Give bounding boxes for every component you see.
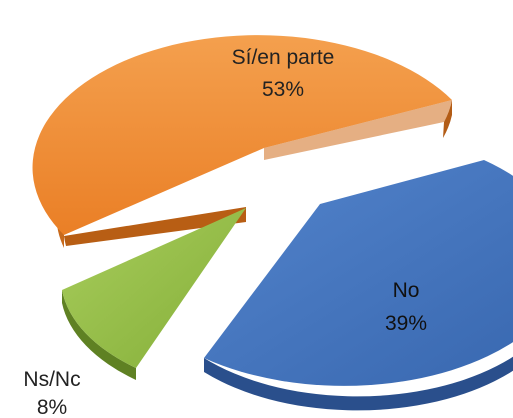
slice-si-en-parte-top-shade	[264, 100, 452, 160]
slice-si-en-parte-top	[32, 35, 452, 235]
slice-label-si-en-parte: Sí/en parte	[232, 46, 335, 69]
slice-ns-nc	[62, 208, 246, 380]
slice-si-en-parte	[32, 35, 452, 248]
slice-ns-nc-top	[62, 208, 246, 368]
slice-value-no: 39%	[385, 312, 427, 335]
slice-label-ns-nc: Ns/Nc	[23, 368, 80, 391]
slice-ns-nc-side	[62, 290, 136, 380]
slice-no	[204, 160, 513, 411]
slice-si-en-parte-rim	[443, 100, 452, 138]
slice-value-ns-nc: 8%	[37, 396, 67, 418]
slice-label-no: No	[393, 279, 420, 302]
slice-value-si-en-parte: 53%	[262, 78, 304, 101]
slice-si-en-parte-side	[64, 207, 246, 246]
slice-no-top	[204, 160, 513, 386]
